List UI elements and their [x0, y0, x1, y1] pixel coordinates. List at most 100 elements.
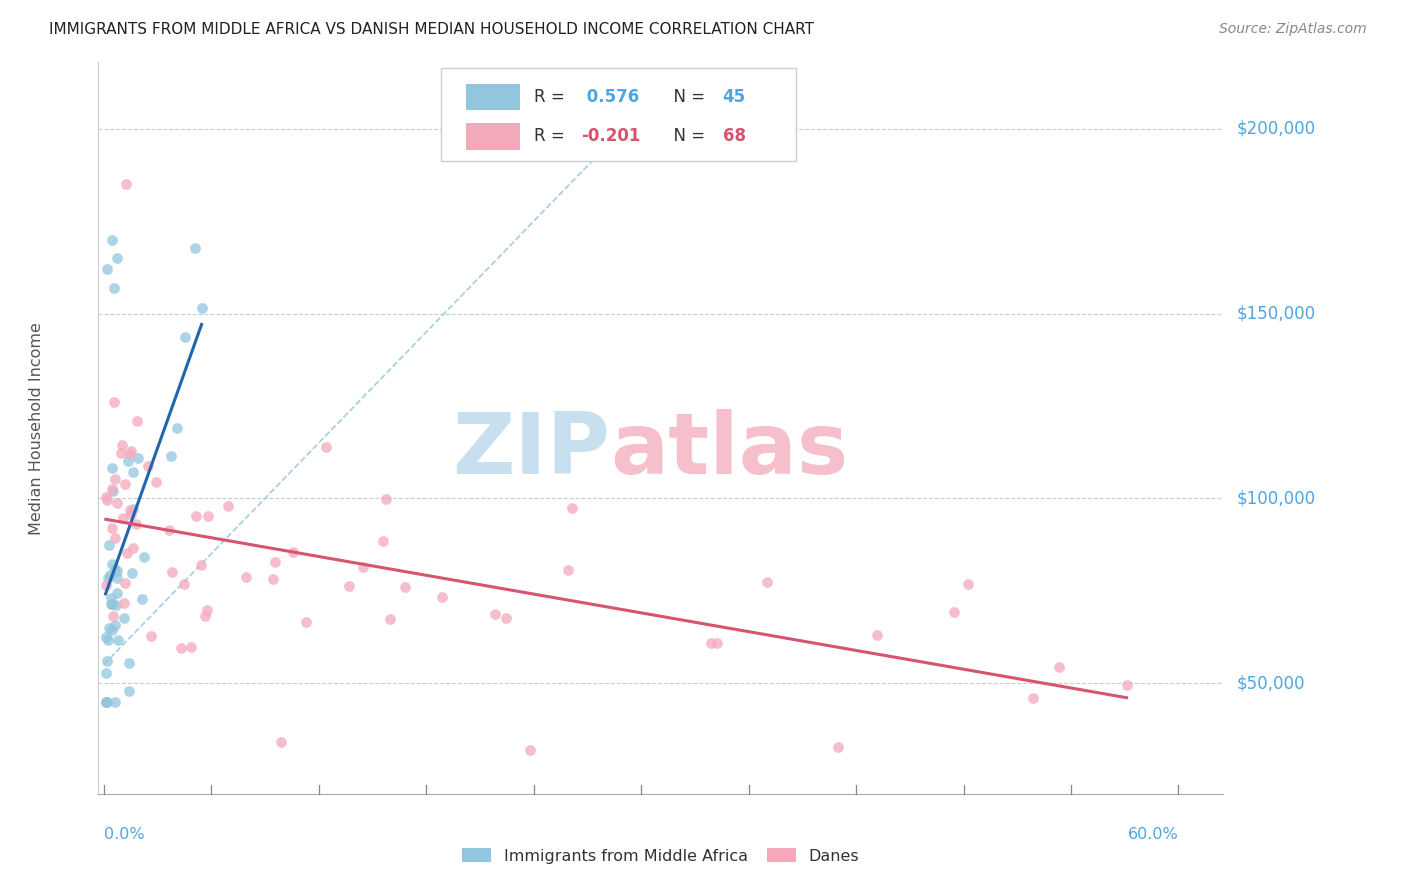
Point	[121, 501, 143, 516]
Point	[105, 585, 128, 599]
Point	[96, 694, 118, 708]
Point	[114, 575, 136, 590]
Point	[706, 636, 728, 650]
Text: 68: 68	[723, 128, 745, 145]
Text: Source: ZipAtlas.com: Source: ZipAtlas.com	[1219, 22, 1367, 37]
Point	[104, 694, 127, 708]
Point	[394, 580, 416, 594]
Point	[755, 574, 778, 589]
Point	[352, 560, 374, 574]
Text: $200,000: $200,000	[1237, 120, 1316, 138]
Point	[104, 598, 127, 612]
Point	[180, 640, 202, 655]
Point	[101, 608, 124, 623]
Point	[101, 598, 124, 612]
Point	[101, 233, 124, 247]
Point	[281, 545, 304, 559]
Point	[101, 460, 124, 475]
Point	[101, 483, 124, 498]
Point	[557, 563, 579, 577]
Point	[100, 598, 122, 612]
Point	[104, 472, 127, 486]
Point	[96, 578, 118, 592]
Point	[194, 609, 217, 624]
Point	[1115, 678, 1137, 692]
Point	[128, 450, 150, 465]
Point	[97, 632, 120, 647]
Text: R =: R =	[534, 128, 569, 145]
Point	[103, 281, 125, 295]
Point	[956, 577, 979, 591]
Point	[942, 605, 965, 619]
Point	[295, 615, 318, 629]
Text: 45: 45	[723, 88, 745, 106]
Point	[96, 631, 118, 645]
Text: IMMIGRANTS FROM MIDDLE AFRICA VS DANISH MEDIAN HOUSEHOLD INCOME CORRELATION CHAR: IMMIGRANTS FROM MIDDLE AFRICA VS DANISH …	[49, 22, 814, 37]
Point	[101, 521, 124, 535]
Point	[115, 178, 138, 192]
Point	[132, 549, 155, 564]
Point	[96, 262, 118, 277]
Point	[519, 742, 541, 756]
Point	[374, 491, 396, 506]
Point	[107, 632, 129, 647]
Text: ZIP: ZIP	[453, 409, 610, 491]
Point	[190, 558, 212, 572]
Point	[337, 580, 360, 594]
Point	[217, 499, 239, 513]
Point	[145, 475, 167, 489]
Point	[112, 610, 135, 624]
Text: atlas: atlas	[610, 409, 848, 491]
Point	[122, 541, 145, 555]
Legend: Immigrants from Middle Africa, Danes: Immigrants from Middle Africa, Danes	[456, 842, 866, 870]
Point	[115, 546, 138, 560]
Point	[190, 301, 212, 315]
Bar	[467, 123, 520, 150]
Text: 0.0%: 0.0%	[104, 827, 145, 842]
Point	[160, 565, 183, 579]
Text: N =: N =	[664, 88, 710, 106]
Point	[183, 241, 205, 255]
Point	[495, 611, 517, 625]
Point	[186, 508, 208, 523]
Point	[120, 507, 142, 521]
Point	[105, 496, 128, 510]
Text: -0.201: -0.201	[581, 128, 640, 145]
Text: 60.0%: 60.0%	[1128, 827, 1178, 842]
Point	[484, 607, 506, 621]
Point	[270, 735, 292, 749]
Point	[96, 694, 118, 708]
Point	[111, 510, 134, 524]
Point	[117, 454, 139, 468]
Point	[118, 684, 141, 698]
Point	[262, 573, 284, 587]
Point	[98, 621, 121, 635]
FancyBboxPatch shape	[441, 68, 796, 161]
Point	[100, 482, 122, 496]
Point	[118, 503, 141, 517]
Bar	[467, 84, 520, 110]
Point	[105, 564, 128, 578]
Point	[110, 445, 132, 459]
Point	[107, 571, 129, 585]
Point	[103, 531, 125, 545]
Point	[174, 330, 197, 344]
Point	[94, 694, 117, 708]
Point	[166, 421, 188, 435]
Point	[1047, 659, 1070, 673]
Point	[700, 636, 723, 650]
Point	[430, 591, 453, 605]
Text: R =: R =	[534, 88, 569, 106]
Point	[118, 657, 141, 671]
Point	[104, 562, 127, 576]
Point	[96, 493, 118, 508]
Point	[263, 555, 285, 569]
Point	[112, 596, 135, 610]
Point	[125, 413, 148, 427]
Point	[315, 440, 337, 454]
Point	[195, 603, 218, 617]
Point	[105, 251, 128, 265]
Point	[122, 465, 145, 479]
Point	[101, 624, 124, 638]
Point	[827, 739, 849, 754]
